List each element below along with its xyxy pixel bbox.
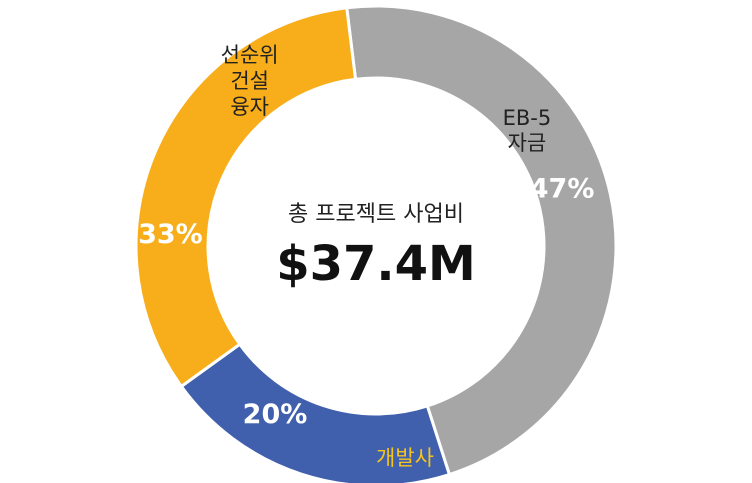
slice-percent-label-2: 33% [138, 219, 203, 250]
slice-name-line: 개발사 [376, 446, 434, 470]
donut-slice-0 [345, 4, 618, 477]
center-value: $37.4M [276, 236, 476, 292]
donut-slices [134, 4, 618, 483]
slice-percent-label-1: 20% [243, 399, 308, 430]
slice-name-line: 선순위 [221, 43, 279, 67]
slice-percent-label-0: 47% [530, 174, 595, 205]
slice-name-line: 융자 [230, 95, 269, 119]
slice-name-label-2: 선순위 건설 융자 [221, 43, 279, 119]
center-title: 총 프로젝트 사업비 [288, 202, 464, 227]
slice-name-line: EB-5 [503, 106, 552, 130]
slice-name-label-1: 개발사 [376, 446, 434, 470]
slice-name-line: 자금 [508, 131, 547, 155]
slice-name-line: 건설 [230, 69, 269, 93]
slice-labels: EB-5 자금 47% 개발사 20% 선순위 건설 융자 33% [138, 43, 594, 470]
slice-name-label-0: EB-5 자금 [503, 106, 552, 155]
donut-slice-2 [134, 6, 358, 389]
